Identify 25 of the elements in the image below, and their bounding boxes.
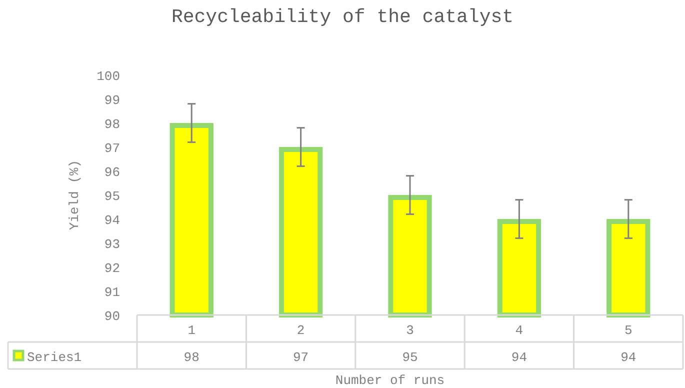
y-tick-label: 95 bbox=[104, 189, 120, 204]
y-tick-label: 98 bbox=[104, 117, 120, 132]
data-label: 94 bbox=[620, 350, 636, 365]
chart-title: Recycleability of the catalyst bbox=[171, 6, 514, 28]
y-tick-label: 97 bbox=[104, 141, 120, 156]
x-tick-label: 1 bbox=[188, 323, 196, 338]
y-tick-label: 99 bbox=[104, 93, 120, 108]
data-label: 95 bbox=[402, 350, 418, 365]
y-tick-label: 100 bbox=[96, 69, 120, 84]
y-tick-label: 93 bbox=[104, 237, 120, 252]
x-tick-label: 3 bbox=[406, 323, 414, 338]
y-tick-label: 92 bbox=[104, 261, 120, 276]
data-label: 94 bbox=[511, 350, 528, 365]
y-tick-label: 90 bbox=[104, 309, 120, 324]
y-tick-label: 91 bbox=[104, 285, 120, 300]
y-tick-label: 96 bbox=[104, 165, 120, 180]
data-label: 98 bbox=[184, 350, 200, 365]
legend-label: Series1 bbox=[27, 350, 82, 365]
x-tick-label: 4 bbox=[515, 323, 524, 338]
x-tick-label: 5 bbox=[624, 323, 632, 338]
x-axis-title: Number of runs bbox=[335, 373, 445, 388]
y-axis-title: Yield (%) bbox=[67, 160, 82, 230]
y-tick-label: 94 bbox=[104, 213, 120, 228]
x-tick-label: 2 bbox=[296, 323, 305, 338]
data-label: 97 bbox=[292, 350, 309, 365]
